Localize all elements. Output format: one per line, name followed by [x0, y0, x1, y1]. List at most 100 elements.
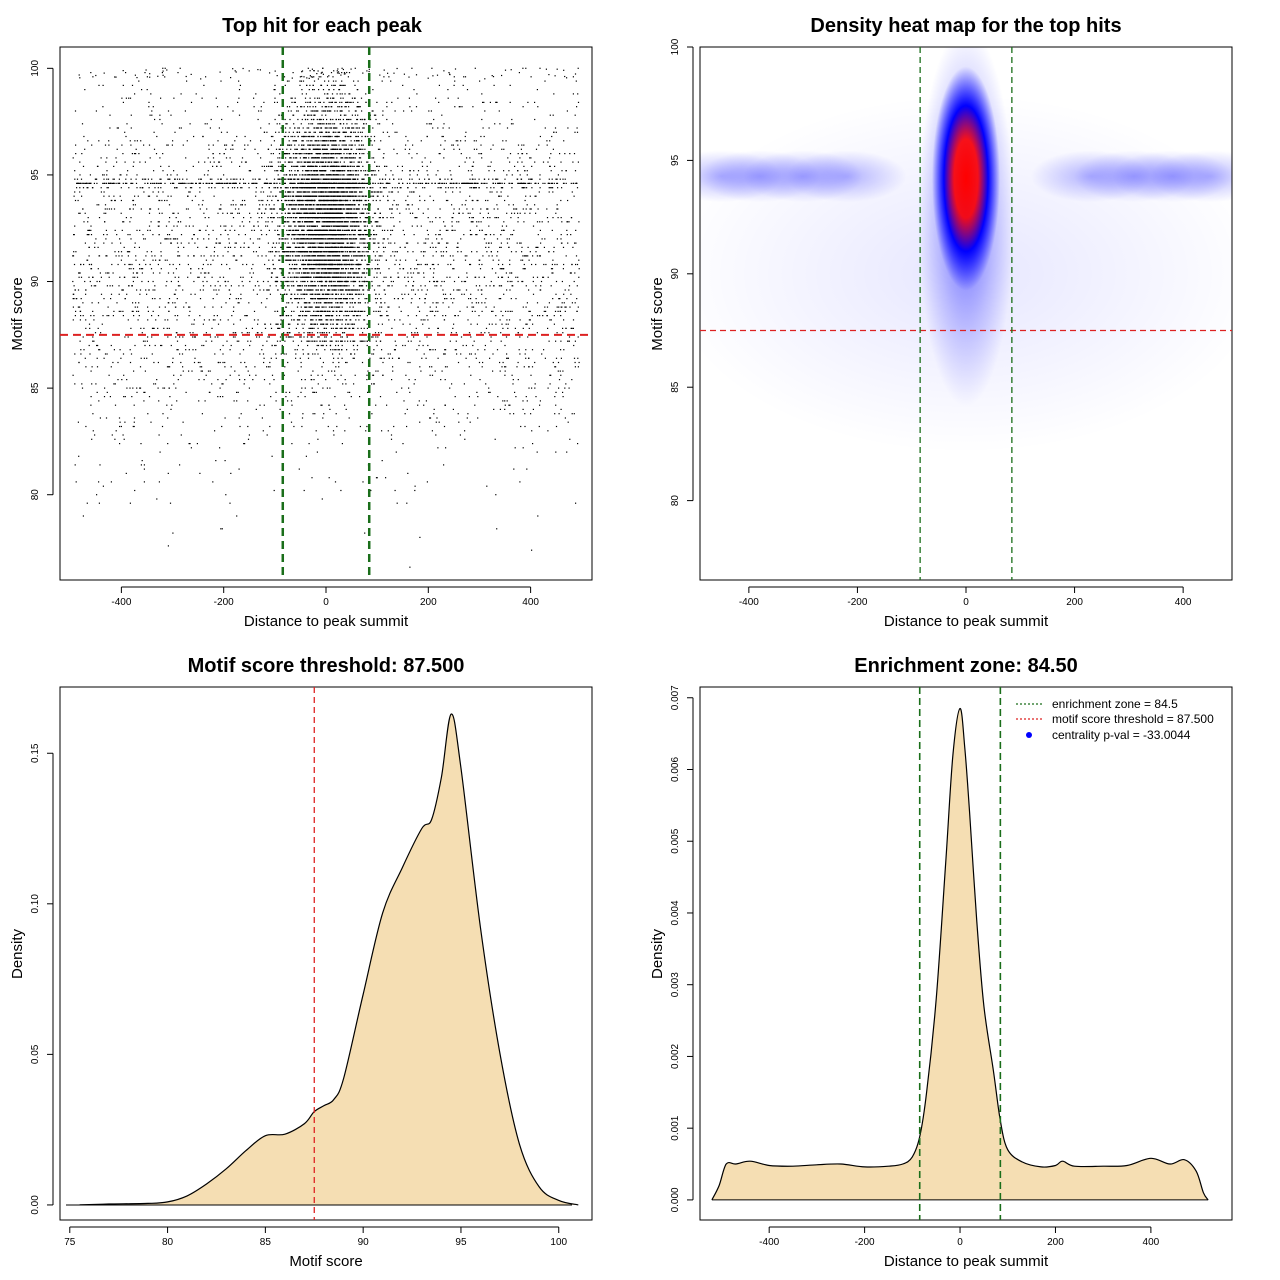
scatter-point: [303, 153, 305, 155]
scatter-point: [274, 195, 277, 197]
scatter-point: [333, 123, 336, 125]
scatter-point: [362, 195, 364, 197]
scatter-point: [363, 212, 365, 214]
scatter-point: [335, 118, 337, 121]
scatter-point: [320, 315, 322, 317]
scatter-point: [295, 353, 297, 355]
scatter-point: [347, 272, 349, 274]
scatter-point: [354, 84, 356, 86]
scatter-point: [307, 191, 310, 193]
scatter-point: [373, 157, 375, 159]
scatter-point: [309, 268, 311, 270]
scatter-point: [335, 80, 337, 82]
scatter-point: [341, 212, 344, 214]
scatter-point: [311, 178, 313, 180]
scatter-point: [346, 118, 348, 121]
scatter-point: [353, 285, 355, 287]
scatter-point: [343, 140, 345, 142]
scatter-point: [326, 199, 328, 202]
scatter-point: [278, 131, 280, 133]
scatter-point: [290, 170, 293, 172]
scatter-point: [339, 310, 341, 312]
scatter-point: [284, 161, 286, 163]
scatter-point: [319, 148, 321, 150]
scatter-point: [346, 204, 348, 206]
scatter-point: [329, 276, 331, 278]
scatter-point: [314, 315, 316, 317]
scatter-point: [314, 251, 316, 253]
scatter-point: [308, 263, 311, 266]
scatter-point: [366, 204, 368, 206]
scatter-point: [329, 255, 331, 257]
scatter-point: [361, 195, 363, 197]
scatter-point: [271, 221, 273, 223]
scatter-point: [314, 110, 316, 112]
scatter-point: [357, 293, 359, 295]
scatter-point: [318, 178, 320, 180]
scatter-point: [336, 276, 338, 278]
scatter-point: [384, 246, 386, 248]
scatter-point: [323, 293, 325, 295]
scatter-point: [342, 217, 344, 219]
scatter-point: [312, 242, 314, 244]
scatter-point: [297, 118, 299, 121]
scatter-point: [298, 332, 300, 334]
scatter-point: [267, 280, 269, 283]
scatter-point: [310, 306, 313, 308]
scatter-point: [337, 268, 340, 270]
scatter-point: [354, 242, 356, 244]
scatter-point: [330, 327, 333, 329]
scatter-point: [301, 238, 304, 240]
scatter-point: [292, 259, 294, 261]
scatter-point: [310, 319, 312, 321]
scatter-point: [337, 131, 339, 133]
scatter-point: [337, 153, 339, 155]
scatter-point: [326, 153, 328, 155]
scatter-point: [303, 234, 305, 236]
scatter-point: [326, 251, 328, 253]
scatter-point: [359, 217, 361, 219]
scatter-point: [330, 165, 333, 167]
scatter-point: [349, 217, 352, 219]
scatter-point: [323, 135, 325, 138]
scatter-point: [303, 268, 305, 270]
scatter-point: [347, 246, 349, 248]
scatter-point: [343, 259, 345, 261]
scatter-point: [353, 187, 355, 189]
scatter-point: [336, 285, 338, 287]
scatter-point: [350, 157, 352, 159]
scatter-point: [353, 208, 355, 210]
scatter-point: [354, 217, 356, 219]
scatter-point: [304, 289, 306, 291]
scatter-point: [326, 255, 328, 257]
scatter-point: [344, 404, 346, 406]
scatter-point: [353, 199, 355, 202]
scatter-point: [328, 131, 330, 133]
scatter-point: [341, 72, 343, 74]
scatter-point: [324, 148, 326, 150]
scatter-point: [311, 293, 313, 295]
scatter-point: [339, 238, 341, 240]
scatter-point: [291, 217, 293, 219]
scatter-point: [338, 319, 340, 321]
scatter-point: [294, 153, 296, 155]
scatter-point: [326, 118, 328, 121]
scatter-point: [315, 144, 317, 146]
scatter-point: [354, 204, 356, 206]
scatter-point: [291, 255, 294, 257]
scatter-point: [334, 242, 336, 244]
scatter-point: [382, 157, 384, 159]
scatter-point: [378, 293, 380, 295]
scatter-point: [341, 80, 343, 82]
scatter-point: [308, 131, 310, 133]
scatter-point: [337, 293, 339, 295]
scatter-point: [363, 187, 365, 189]
scatter-point: [315, 161, 317, 163]
scatter-point: [323, 153, 325, 155]
scatter-point: [324, 336, 326, 338]
scatter-point: [292, 242, 294, 244]
scatter-point: [353, 153, 355, 155]
scatter-point: [333, 127, 335, 129]
scatter-point: [285, 315, 287, 317]
scatter-point: [340, 280, 342, 283]
